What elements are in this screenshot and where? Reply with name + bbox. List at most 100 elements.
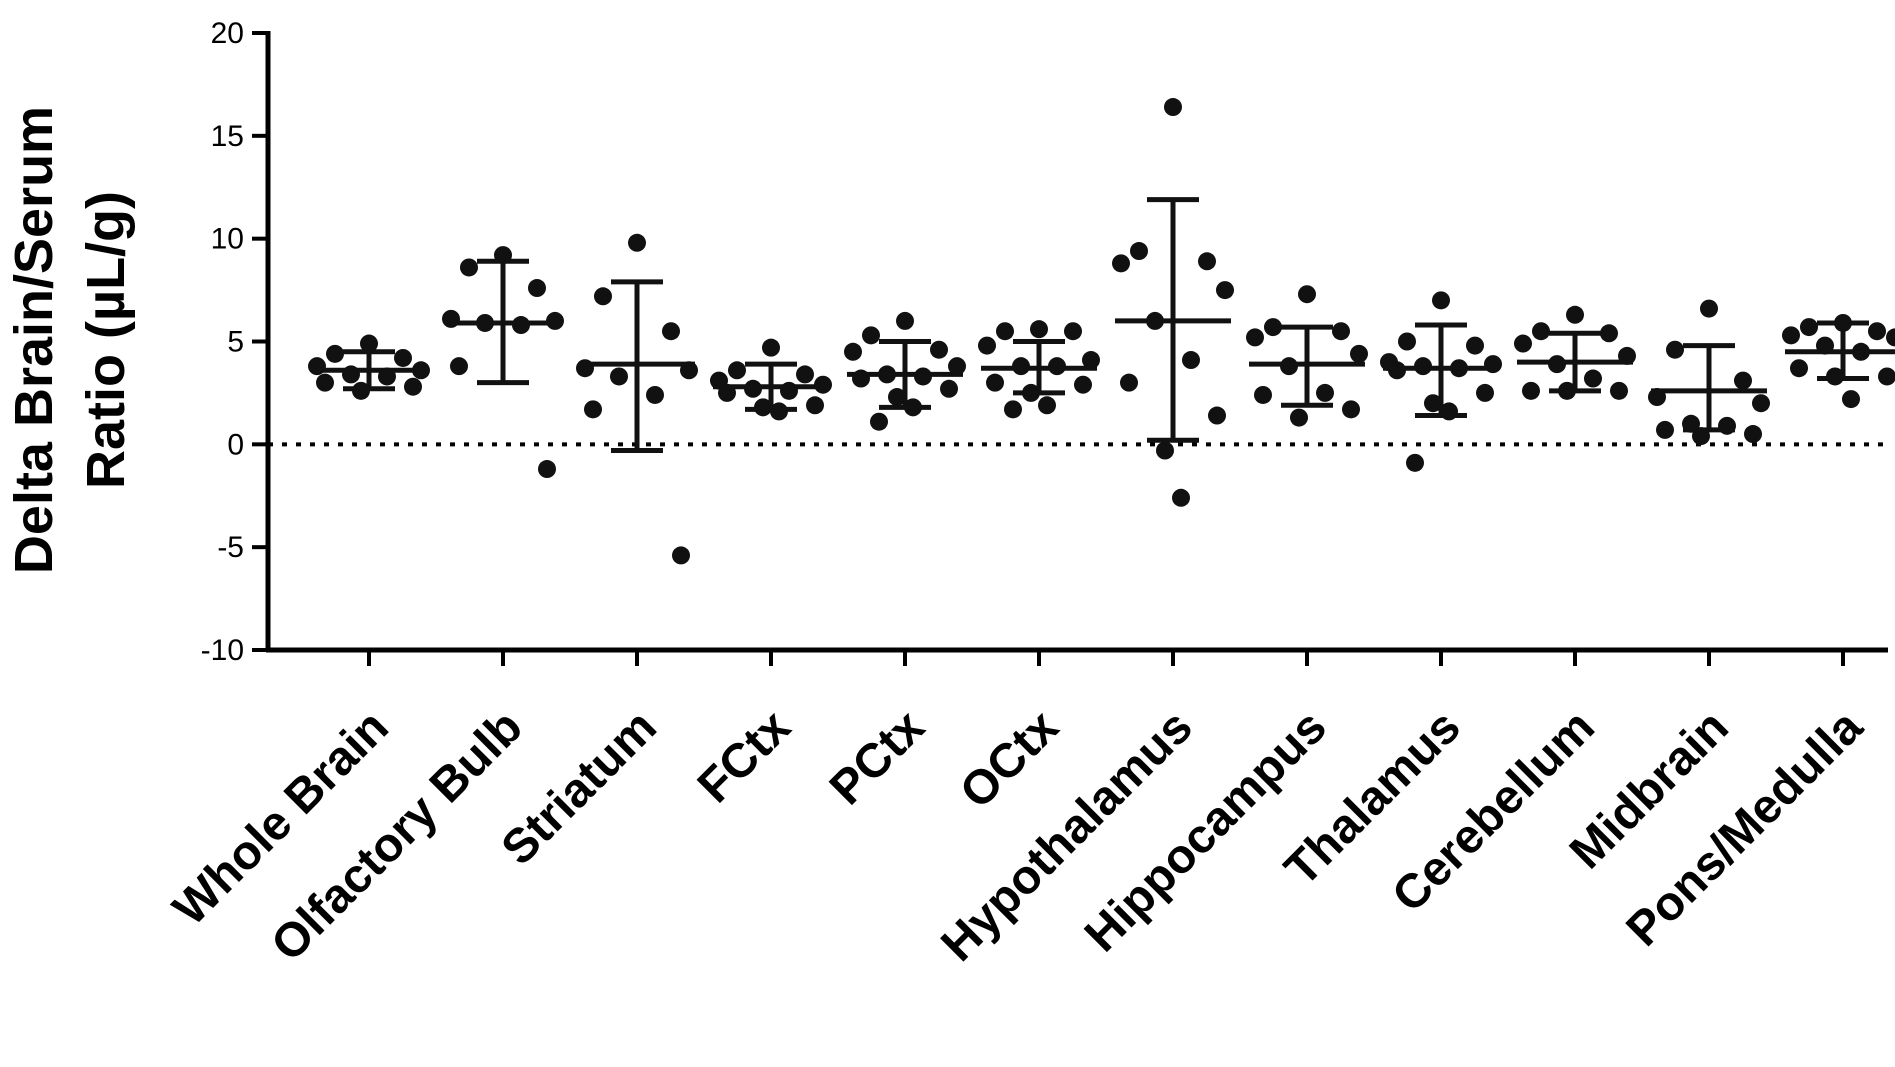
data-point [538, 460, 556, 479]
data-point [978, 336, 996, 355]
data-point [528, 279, 546, 298]
data-point [1752, 394, 1770, 413]
data-point [1842, 390, 1860, 409]
data-point [1700, 299, 1718, 318]
data-point [762, 338, 780, 357]
data-point [1074, 375, 1092, 394]
category-label: Hypothalamus [931, 700, 1202, 971]
group-fctx [710, 338, 832, 421]
data-point [1514, 334, 1532, 353]
data-point [316, 373, 334, 392]
data-point [1216, 281, 1234, 300]
data-point [1476, 383, 1494, 402]
data-point [1532, 322, 1550, 341]
group-midbrain [1648, 299, 1770, 446]
group-cerebellum [1514, 305, 1636, 400]
category-label: Pons/Medulla [1617, 700, 1873, 956]
data-point [996, 322, 1014, 341]
data-point [672, 546, 690, 565]
data-point [1332, 322, 1350, 341]
y-tick-label: -10 [201, 634, 244, 667]
data-point [646, 385, 664, 404]
category-label: Olfactory Bulb [261, 700, 532, 971]
y-axis-title-line1: Delta Brain/Serum [4, 106, 64, 574]
y-tick-label: 20 [211, 17, 244, 50]
group-pctx [844, 311, 966, 431]
data-point [1466, 336, 1484, 355]
data-point [1316, 383, 1334, 402]
data-point [888, 388, 906, 407]
data-point [1172, 488, 1190, 507]
group-whole-brain [308, 334, 430, 400]
data-point [1350, 344, 1368, 363]
data-point [1290, 408, 1308, 427]
data-point [844, 342, 862, 361]
data-point [326, 344, 344, 363]
data-point [1406, 453, 1424, 472]
y-tick-label: 0 [227, 428, 244, 461]
data-point [1790, 359, 1808, 378]
category-label: Hippocampus [1075, 700, 1337, 962]
data-point [628, 233, 646, 252]
data-point [728, 361, 746, 380]
data-point [1868, 322, 1886, 341]
data-point [1254, 385, 1272, 404]
data-point [1112, 254, 1130, 273]
data-point [1120, 373, 1138, 392]
data-point [1610, 381, 1628, 400]
category-label: FCtx [688, 700, 801, 813]
data-point [404, 377, 422, 396]
data-point [1800, 318, 1818, 337]
data-point [806, 396, 824, 415]
data-point [986, 373, 1004, 392]
data-point [584, 400, 602, 419]
data-point [1522, 381, 1540, 400]
group-olfactory-bulb [442, 246, 564, 479]
data-point [940, 379, 958, 398]
data-point [1656, 420, 1674, 439]
x-axis [266, 647, 1888, 666]
data-point [1600, 324, 1618, 343]
data-point [1886, 328, 1895, 347]
data-point [1264, 318, 1282, 337]
data-point [1004, 400, 1022, 419]
data-point [1734, 371, 1752, 390]
group-striatum [576, 233, 698, 565]
data-point [1030, 320, 1048, 339]
data-point [1156, 441, 1174, 460]
data-point [1182, 351, 1200, 370]
data-point [1398, 332, 1416, 351]
data-point [450, 357, 468, 376]
group-hypothalamus [1112, 98, 1234, 507]
data-point [394, 348, 412, 367]
category-label: PCtx [820, 700, 935, 815]
y-axis-title-line2: Ratio (µL/g) [76, 191, 136, 489]
data-point [1424, 394, 1442, 413]
group-octx [978, 320, 1100, 419]
data-point [862, 326, 880, 345]
data-point [1782, 326, 1800, 345]
data-point [360, 334, 378, 353]
data-point [1342, 400, 1360, 419]
y-axis: 20 15 10 5 0 -5 -10 [201, 17, 271, 667]
data-point [1082, 351, 1100, 370]
data-point [460, 258, 478, 277]
y-tick-label: 15 [211, 120, 244, 153]
data-point [1198, 252, 1216, 271]
data-point [796, 365, 814, 384]
data-point [662, 322, 680, 341]
data-point [1566, 305, 1584, 324]
data-point [896, 311, 914, 330]
data-point [1298, 285, 1316, 304]
data-point [1164, 98, 1182, 117]
category-label: OCtx [950, 700, 1069, 819]
data-point [1130, 242, 1148, 261]
data-point [948, 357, 966, 376]
data-point [1246, 328, 1264, 347]
data-point [1432, 291, 1450, 310]
data-point [610, 367, 628, 386]
y-tick-label: 5 [227, 326, 244, 359]
group-pons-medulla [1782, 313, 1895, 409]
